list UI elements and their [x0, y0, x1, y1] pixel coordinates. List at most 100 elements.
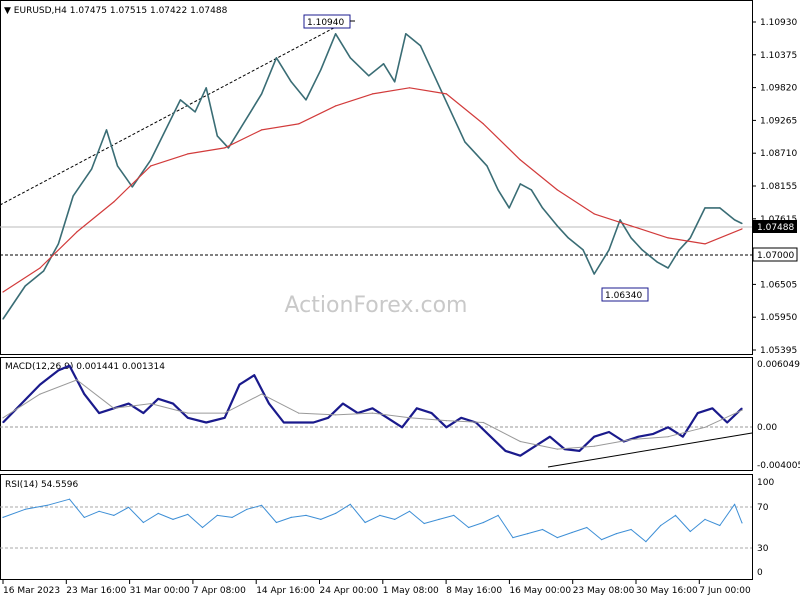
rsi-series-0-point — [261, 504, 263, 506]
price-series-0-point — [43, 270, 45, 272]
macd-series-0-point — [172, 403, 174, 405]
price-series-0-point — [519, 183, 521, 185]
rsi-series-0-point — [660, 524, 662, 527]
support-price-text: 1.07000 — [757, 251, 794, 261]
macd-series-1-point — [519, 440, 521, 443]
time-tick-label: 23 Mar 16:00 — [66, 586, 126, 596]
macd-series-0-point — [726, 421, 728, 424]
rsi-series-0-point — [527, 533, 529, 535]
macd-series-1-point — [482, 421, 484, 424]
rsi-series-0-point — [719, 524, 721, 527]
macd-series-1-point — [224, 412, 226, 414]
rsi-series-0-point — [364, 521, 366, 524]
price-series-0-point — [394, 81, 396, 83]
price-series-0-point — [383, 63, 385, 65]
macd-series-0-point — [268, 403, 270, 405]
price-tick-label: 1.09265 — [760, 116, 797, 126]
price-tick-label: 1.05950 — [760, 313, 797, 323]
rsi-series-0-point — [512, 537, 514, 539]
macd-series-0-point — [20, 403, 23, 405]
open-value: 1.07475 — [70, 6, 107, 16]
price-series-1-point — [39, 267, 41, 269]
price-series-0-point — [486, 165, 488, 167]
macd-series-0-point — [83, 393, 85, 395]
price-series-0-point — [656, 261, 658, 263]
rsi-series-0-point — [335, 512, 337, 515]
macd-series-0-point — [504, 450, 507, 452]
macd-series-0-point — [593, 436, 595, 438]
macd-series-0-point — [667, 426, 669, 428]
price-series-0-point — [619, 219, 621, 221]
price-series-0-point — [116, 165, 119, 167]
macd-title: MACD(12,26,9) 0.001441 0.001314 — [5, 362, 165, 372]
price-tick-label: 1.05395 — [760, 346, 797, 356]
channel-top-line — [0, 21, 346, 206]
rsi-series-0-point — [305, 514, 307, 517]
price-series-1-point — [704, 243, 706, 245]
rsi-tick-label: 70 — [757, 503, 769, 513]
rsi-series-0-point — [246, 508, 248, 510]
macd-axis: 0.006049 0.00 -0.004005 — [757, 360, 800, 471]
time-tick-label: 16 Mar 2023 — [3, 586, 60, 596]
rsi-series-0-point — [98, 510, 100, 512]
price-series-1-point — [556, 189, 558, 191]
macd-series-1-point — [408, 417, 411, 419]
macd-series-0-point — [298, 421, 300, 424]
rsi-series-0-point — [379, 514, 381, 517]
macd-series-0-point — [460, 417, 462, 419]
price-series-1-point — [187, 153, 189, 155]
rsi-title: RSI(14) 54.5596 — [5, 480, 78, 490]
rsi-series-0-point — [689, 530, 691, 533]
price-tick-label: 1.06505 — [760, 280, 797, 290]
macd-series-0-point — [205, 421, 207, 424]
rsi-series-0-point — [201, 526, 204, 529]
rsi-series-0-point — [394, 518, 396, 521]
price-series-1-point — [76, 231, 78, 233]
time-tick-label: 1 May 08:00 — [383, 586, 439, 596]
macd-series-1-point — [298, 412, 300, 414]
price-series-0-point — [305, 99, 307, 101]
price-series-0-point — [131, 186, 133, 188]
price-series-0-line — [2, 32, 743, 320]
rsi-series-0-point — [438, 518, 440, 521]
watermark: ActionForex.com — [285, 293, 468, 318]
price-series-0-point — [556, 225, 558, 227]
price-series-0-point — [2, 318, 4, 320]
price-axis: 1.10930 1.10375 1.09820 1.09265 1.08710 1.081… — [752, 18, 797, 356]
rsi-series-0-point — [216, 514, 218, 517]
macd-panel — [0, 357, 753, 471]
price-series-0-point — [105, 129, 108, 131]
macd-series-0-point — [98, 412, 100, 414]
price-series-0-point — [194, 111, 196, 113]
price-series-0-point — [608, 249, 610, 251]
macd-series-1-point — [593, 445, 595, 447]
price-series-0-point — [431, 69, 433, 71]
price-series-0-point — [275, 57, 277, 59]
price-series-0-point — [261, 93, 263, 95]
price-series-1-point — [445, 93, 447, 95]
price-series-0-point — [741, 222, 743, 225]
macd-series-0-line — [2, 364, 743, 457]
price-series-0-point — [320, 69, 322, 71]
rsi-series-0-point — [645, 541, 647, 543]
price-series-0-point — [719, 207, 721, 209]
price-series-1-point — [335, 105, 337, 107]
price-series-0-point — [630, 237, 632, 239]
time-tick-label: 7 Apr 08:00 — [193, 586, 246, 596]
macd-series-0-point — [697, 412, 699, 414]
macd-series-0-point — [371, 407, 374, 409]
rsi-series-0-point — [556, 537, 558, 539]
rsi-series-0-point — [187, 513, 189, 516]
price-series-1-point — [667, 237, 669, 239]
price-series-0-point — [582, 249, 584, 251]
rsi-series-0-point — [601, 539, 603, 541]
high-marker: 1.10940 — [303, 14, 355, 29]
macd-series-1-point — [630, 439, 632, 441]
price-series-0-point — [349, 57, 351, 59]
time-tick-label: 31 Mar 00:00 — [130, 586, 190, 596]
price-series-1-point — [371, 93, 374, 95]
rsi-series-0-point — [290, 516, 292, 519]
price-series-0-point — [72, 195, 74, 197]
macd-series-1-point — [667, 436, 669, 438]
macd-series-0-point — [2, 421, 4, 424]
